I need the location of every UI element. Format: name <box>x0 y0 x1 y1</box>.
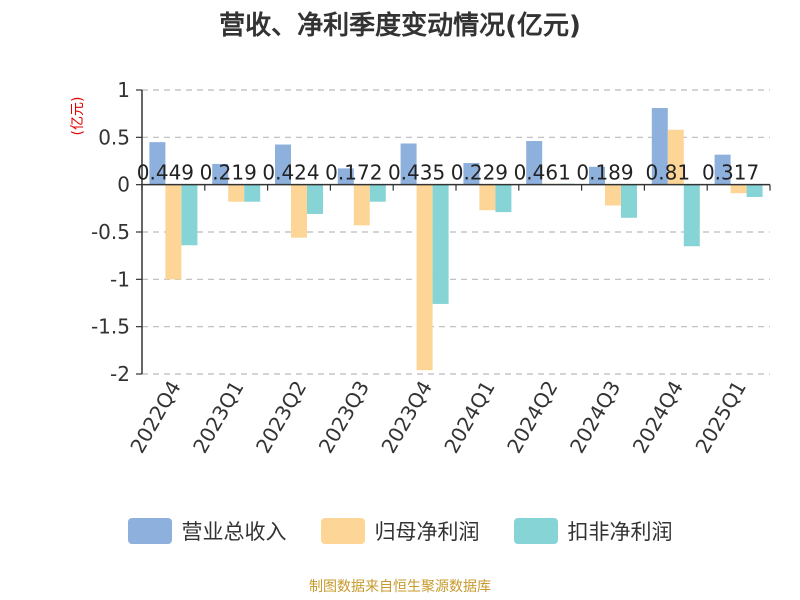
data-label: 0.229 <box>451 161 508 185</box>
x-tick-label: 2022Q4 <box>125 377 185 458</box>
bar-0-2024Q3 <box>589 166 605 185</box>
bar-2-2025Q1 <box>746 184 763 197</box>
bar-2-2022Q4 <box>181 184 198 246</box>
legend: 营业总收入 归母净利润 扣非净利润 <box>0 516 800 546</box>
legend-item-net-profit[interactable]: 归母净利润 <box>320 516 480 546</box>
data-label: 0.219 <box>200 161 257 185</box>
y-axis-label: (亿元) <box>70 97 86 136</box>
bar-0-2023Q3 <box>337 168 354 185</box>
bar-2-2023Q3 <box>369 184 386 202</box>
bar-2-2024Q4 <box>683 184 700 247</box>
x-tick-label: 2023Q3 <box>314 377 374 458</box>
y-tick-label: 0.5 <box>98 125 130 149</box>
bar-2-2024Q3 <box>621 184 637 218</box>
bar-1-2023Q4 <box>416 184 433 371</box>
bar-2-2023Q2 <box>307 184 323 215</box>
bar-0-2024Q1 <box>463 162 480 185</box>
bar-0-2023Q4 <box>400 143 417 185</box>
legend-swatch-net-profit <box>320 518 365 544</box>
chart-title: 营收、净利季度变动情况(亿元) <box>219 10 581 41</box>
bar-2-2023Q1 <box>244 184 261 202</box>
legend-label-revenue: 营业总收入 <box>181 520 287 544</box>
x-tick-label: 2024Q2 <box>502 377 562 458</box>
data-label: 0.435 <box>388 161 445 185</box>
legend-item-revenue[interactable]: 营业总收入 <box>127 516 287 546</box>
data-label: 0.317 <box>702 161 759 185</box>
legend-swatch-deducted-net-profit <box>513 518 558 544</box>
y-tick-label: -2 <box>110 362 130 386</box>
bar-2-2024Q1 <box>495 184 512 213</box>
bar-1-2024Q4 <box>667 129 684 185</box>
data-label: 0.461 <box>514 161 571 185</box>
legend-label-net-profit: 归母净利润 <box>374 520 480 544</box>
bar-0-2022Q4 <box>149 142 166 185</box>
bar-2-2023Q4 <box>432 184 449 304</box>
bar-1-2023Q1 <box>228 184 245 202</box>
legend-item-deducted-net-profit[interactable]: 扣非净利润 <box>513 516 673 546</box>
y-tick-label: 1 <box>117 78 130 102</box>
x-tick-label: 2024Q3 <box>565 377 625 458</box>
bars <box>149 107 763 371</box>
data-labels: 0.449 0.219 0.424 0.172 0.435 0.229 0.461 0.189… <box>137 161 759 185</box>
data-label: 0.449 <box>137 161 194 185</box>
y-tick-label: -0.5 <box>91 220 130 244</box>
bar-0-2025Q1 <box>714 154 731 185</box>
bar-1-2023Q2 <box>291 184 307 238</box>
data-label: 0.424 <box>262 161 319 185</box>
bar-1-2024Q1 <box>479 184 496 211</box>
x-tick-label: 2024Q1 <box>439 377 499 458</box>
bar-1-2022Q4 <box>165 184 182 280</box>
bar-1-2024Q3 <box>605 184 621 206</box>
bar-0-2024Q2 <box>526 141 543 185</box>
y-tick-label: -1.5 <box>91 315 130 339</box>
data-label: 0.189 <box>576 161 633 185</box>
legend-label-deducted-net-profit: 扣非净利润 <box>567 520 673 544</box>
y-tick-label: 0 <box>117 173 130 197</box>
x-tick-label: 2023Q1 <box>188 377 248 458</box>
x-tick-label: 2023Q2 <box>251 377 311 458</box>
bar-0-2023Q1 <box>212 163 229 185</box>
bar-1-2025Q1 <box>730 184 747 194</box>
x-tick-label: 2023Q4 <box>376 377 436 458</box>
x-tick-label: 2024Q4 <box>628 377 688 458</box>
bar-1-2023Q3 <box>353 184 370 226</box>
grid-lines <box>142 89 770 375</box>
legend-swatch-revenue <box>127 518 172 544</box>
bar-0-2023Q2 <box>275 144 291 185</box>
data-label: 0.81 <box>646 161 691 185</box>
source-note: 制图数据来自恒生聚源数据库 <box>309 579 491 595</box>
x-tick-label: 2025Q1 <box>690 377 750 458</box>
bar-0-2024Q4 <box>651 107 668 185</box>
y-tick-label: -1 <box>110 267 130 291</box>
data-label: 0.172 <box>325 161 382 185</box>
